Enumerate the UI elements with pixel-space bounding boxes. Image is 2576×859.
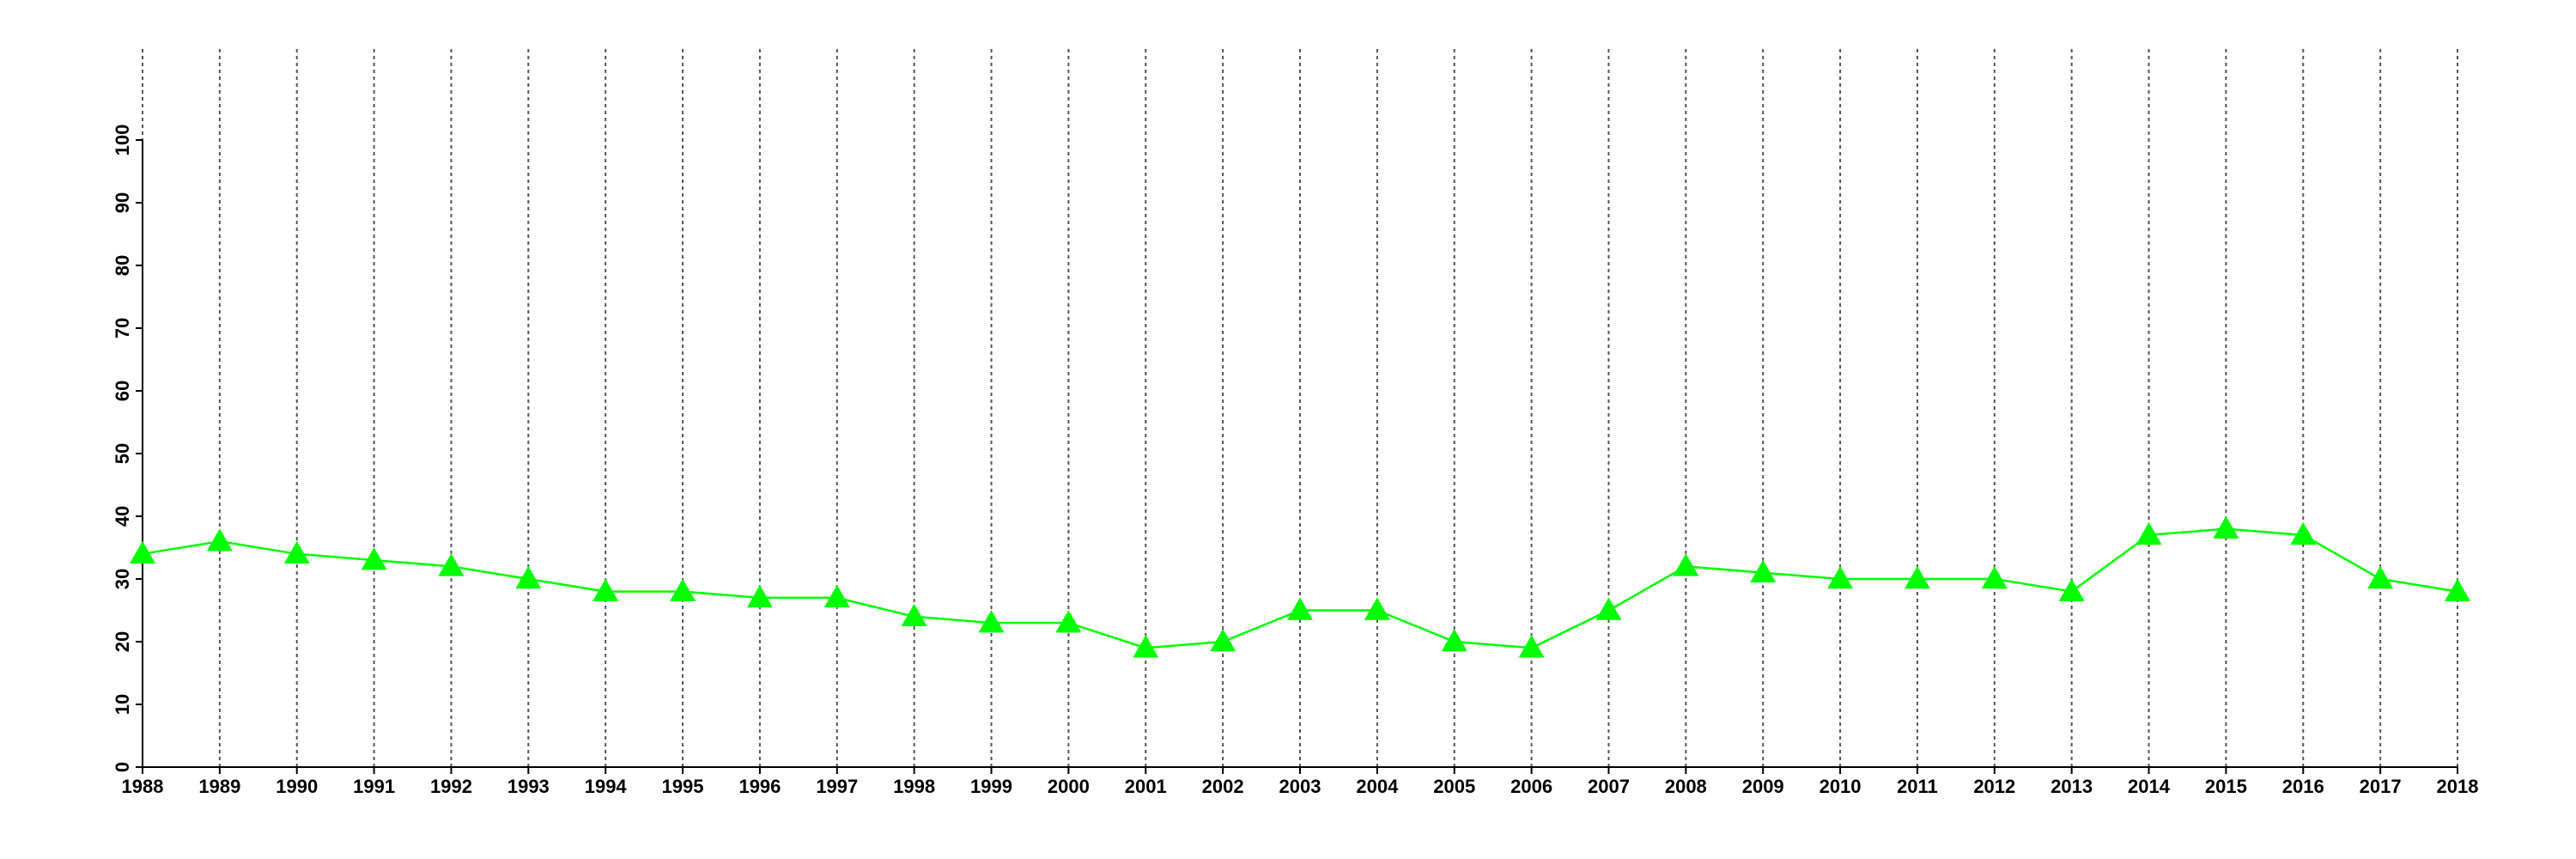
data-point [2445, 578, 2470, 601]
data-point [978, 610, 1005, 633]
x-tick-label: 1990 [276, 776, 318, 797]
data-point [283, 540, 310, 564]
x-tick-label: 2004 [1356, 776, 1399, 797]
x-tick-label: 2011 [1897, 776, 1938, 797]
x-tick-label: 2003 [1279, 776, 1321, 797]
x-tick-label: 1993 [507, 776, 550, 797]
x-tick-label: 1996 [738, 776, 781, 797]
data-point [1904, 566, 1930, 589]
data-point [592, 578, 619, 601]
x-tick-label: 1992 [430, 776, 472, 797]
x-tick-label: 2006 [1510, 776, 1552, 797]
x-tick-label: 2008 [1665, 776, 1707, 797]
x-tick-label: 2016 [2282, 776, 2324, 797]
y-tick-label: 90 [112, 192, 133, 213]
y-tick-label: 30 [112, 569, 133, 589]
x-tick-label: 1995 [662, 776, 704, 797]
y-tick-label: 60 [112, 381, 133, 401]
x-tick-label: 1999 [970, 776, 1012, 797]
data-point [1210, 629, 1236, 652]
x-tick-label: 2018 [2437, 776, 2479, 797]
data-point [438, 553, 465, 576]
data-point [823, 584, 850, 608]
data-point [1518, 635, 1545, 658]
x-tick-label: 2012 [1973, 776, 2015, 797]
y-tick-label: 100 [112, 125, 133, 156]
data-point [1441, 629, 1467, 652]
y-tick-label: 40 [112, 506, 133, 527]
data-point [1133, 635, 1159, 658]
x-tick-label: 2010 [1820, 776, 1862, 797]
x-tick-label: 1998 [893, 776, 935, 797]
x-tick-label: 2017 [2360, 776, 2402, 797]
x-tick-label: 2005 [1433, 776, 1475, 797]
data-point [670, 578, 696, 601]
data-point [2367, 566, 2394, 589]
x-tick-label: 2014 [2128, 776, 2171, 797]
data-point [2136, 521, 2162, 545]
data-point [1673, 553, 1699, 576]
x-tick-label: 2002 [1202, 776, 1244, 797]
x-tick-label: 1994 [585, 776, 628, 797]
x-tick-label: 2009 [1742, 776, 1784, 797]
y-tick-label: 20 [112, 631, 133, 652]
x-tick-label: 2007 [1588, 776, 1630, 797]
x-tick-label: 2000 [1048, 776, 1090, 797]
data-point [1827, 566, 1854, 589]
y-tick-label: 80 [112, 255, 133, 276]
data-point [1981, 566, 2008, 589]
x-tick-label: 1988 [122, 776, 164, 797]
x-tick-label: 1991 [353, 776, 395, 797]
data-point [130, 540, 155, 564]
y-tick-label: 70 [112, 318, 133, 338]
data-point [1595, 597, 1622, 620]
data-point [1055, 610, 1082, 633]
y-tick-label: 10 [112, 694, 133, 715]
data-point [901, 603, 927, 627]
x-tick-label: 1989 [198, 776, 240, 797]
data-point [1287, 597, 1313, 620]
data-point [1750, 559, 1777, 582]
data-point [361, 547, 387, 570]
data-point [2058, 578, 2085, 601]
data-point [746, 584, 773, 608]
x-tick-label: 1997 [816, 776, 858, 797]
y-tick-label: 0 [112, 762, 133, 772]
x-tick-label: 2015 [2205, 776, 2247, 797]
x-tick-label: 2013 [2050, 776, 2093, 797]
data-point [2290, 521, 2317, 545]
x-tick-label: 2001 [1125, 776, 1167, 797]
data-point [1364, 597, 1390, 620]
data-point [515, 566, 542, 589]
data-point [2213, 515, 2239, 539]
data-point [206, 528, 233, 551]
y-tick-label: 50 [112, 443, 133, 464]
